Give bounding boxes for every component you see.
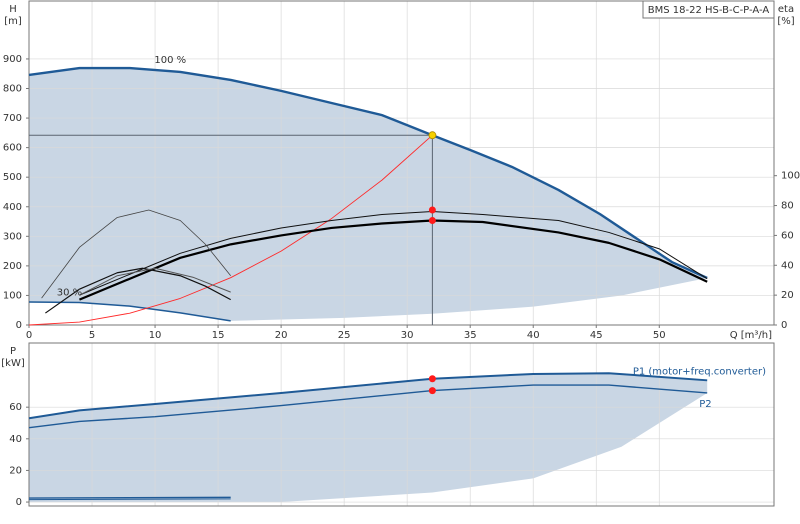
curve	[79, 211, 708, 296]
y-tick-label: 800	[3, 84, 22, 95]
y-tick-label: 100	[3, 290, 22, 301]
y-tick-label: 40	[9, 434, 22, 445]
operating-range	[29, 373, 708, 503]
curve	[28, 301, 231, 322]
y-tick-label: 20	[9, 465, 22, 476]
y2-tick-label: 40	[781, 260, 794, 271]
curve	[79, 219, 708, 301]
operating-range	[29, 68, 708, 321]
x-tick-label: 25	[338, 330, 351, 341]
duty-point	[428, 387, 436, 395]
x-tick-label: 20	[275, 330, 288, 341]
curve	[28, 498, 231, 501]
model-box	[642, 0, 775, 19]
plot-frame	[28, 0, 775, 326]
y2-tick-label: 60	[781, 230, 794, 241]
x-tick-label: 30	[401, 330, 414, 341]
curve	[45, 267, 231, 314]
y-tick-label: 500	[3, 172, 22, 183]
y-axis-unit: [kW]	[1, 358, 25, 369]
duty-point	[428, 131, 437, 140]
y-tick-label: 700	[3, 113, 22, 124]
x-tick-label: 35	[464, 330, 477, 341]
y-tick-label: 0	[16, 320, 22, 331]
y-tick-label: 300	[3, 231, 22, 242]
duty-point	[428, 375, 436, 383]
model-label: BMS 18-22 HS-B-C-P-A-A	[648, 5, 770, 16]
curve	[28, 134, 433, 326]
x-tick-label: 15	[212, 330, 225, 341]
annotation: 30 %	[57, 288, 82, 299]
y-tick-label: 400	[3, 202, 22, 213]
duty-point	[428, 206, 436, 214]
series-label: P1 (motor+freq.converter)	[633, 366, 766, 377]
y-tick-label: 200	[3, 261, 22, 272]
plot-frame	[28, 342, 775, 507]
x-axis-label: Q [m³/h]	[730, 330, 772, 341]
x-tick-label: 5	[89, 330, 95, 341]
y-axis-label: P	[10, 346, 16, 357]
y-tick-label: 0	[16, 497, 22, 508]
curve	[41, 209, 232, 299]
curve	[28, 496, 231, 499]
y-tick-label: 900	[3, 54, 22, 65]
y-axis-label: H	[9, 4, 17, 15]
y2-tick-label: 0	[781, 320, 787, 331]
y2-tick-label: 80	[781, 201, 794, 212]
x-tick-label: 45	[590, 330, 603, 341]
series-label: P2	[699, 399, 711, 410]
curve	[28, 372, 708, 420]
y2-tick-label: 20	[781, 290, 794, 301]
y2-axis-unit: [%]	[777, 16, 794, 27]
y2-tick-label: 100	[781, 171, 800, 182]
y2-axis-label: eta	[778, 4, 794, 15]
x-tick-label: 0	[26, 330, 32, 341]
y-tick-label: 600	[3, 143, 22, 154]
x-tick-label: 40	[527, 330, 540, 341]
curve	[79, 267, 231, 296]
x-tick-label: 10	[149, 330, 162, 341]
x-tick-label: 50	[653, 330, 666, 341]
y-axis-unit: [m]	[4, 16, 22, 27]
curve	[28, 66, 708, 280]
duty-point	[428, 216, 436, 224]
y-tick-label: 60	[9, 402, 22, 413]
annotation: 100 %	[154, 55, 186, 66]
curve	[28, 384, 708, 429]
